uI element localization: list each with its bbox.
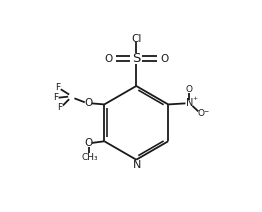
Text: F: F (55, 83, 60, 92)
Text: O: O (197, 109, 204, 118)
Text: O: O (84, 138, 93, 148)
Text: O: O (104, 54, 112, 64)
Text: O: O (160, 54, 168, 64)
Text: +: + (192, 96, 197, 101)
Text: N: N (185, 98, 193, 108)
Text: S: S (132, 52, 140, 65)
Text: −: − (204, 108, 209, 113)
Text: Cl: Cl (131, 34, 141, 44)
Text: F: F (57, 103, 62, 112)
Text: CH₃: CH₃ (81, 153, 98, 162)
Text: O: O (186, 85, 193, 94)
Text: F: F (53, 93, 58, 102)
Text: O: O (84, 98, 93, 108)
Text: N: N (133, 160, 141, 170)
